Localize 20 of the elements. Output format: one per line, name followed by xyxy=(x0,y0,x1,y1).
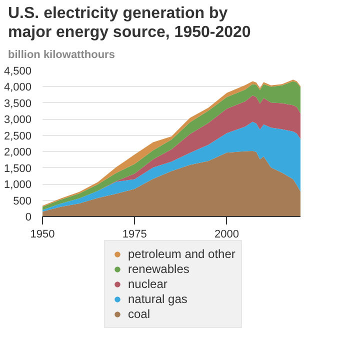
y-tick-label: 4,000 xyxy=(4,82,32,94)
y-tick-label: 1,500 xyxy=(4,162,32,175)
legend-label: natural gas xyxy=(128,292,188,306)
y-tick-label: 2,000 xyxy=(4,146,32,159)
y-tick-label: 0 xyxy=(25,212,32,224)
y-tick-label: 2,500 xyxy=(4,130,32,142)
legend-label: petroleum and other xyxy=(128,247,236,261)
chart-subtitle: billion kilowatthours xyxy=(8,48,115,63)
y-tick-label: 4,500 xyxy=(4,66,32,78)
legend-label: coal xyxy=(128,307,150,321)
x-tick-label: 1950 xyxy=(30,228,55,240)
x-tick-label: 2000 xyxy=(214,228,240,240)
y-tick-label: 500 xyxy=(13,195,32,208)
y-tick-label: 3,000 xyxy=(4,114,32,126)
y-tick-label: 1,000 xyxy=(4,179,32,192)
legend-label: nuclear xyxy=(128,277,168,291)
x-tick-label: 1975 xyxy=(122,228,147,240)
y-tick-label: 3,500 xyxy=(4,98,32,110)
chart-title: U.S. electricity generation by major energy source, 1950-2020 xyxy=(8,4,252,42)
legend-label: renewables xyxy=(128,262,190,276)
